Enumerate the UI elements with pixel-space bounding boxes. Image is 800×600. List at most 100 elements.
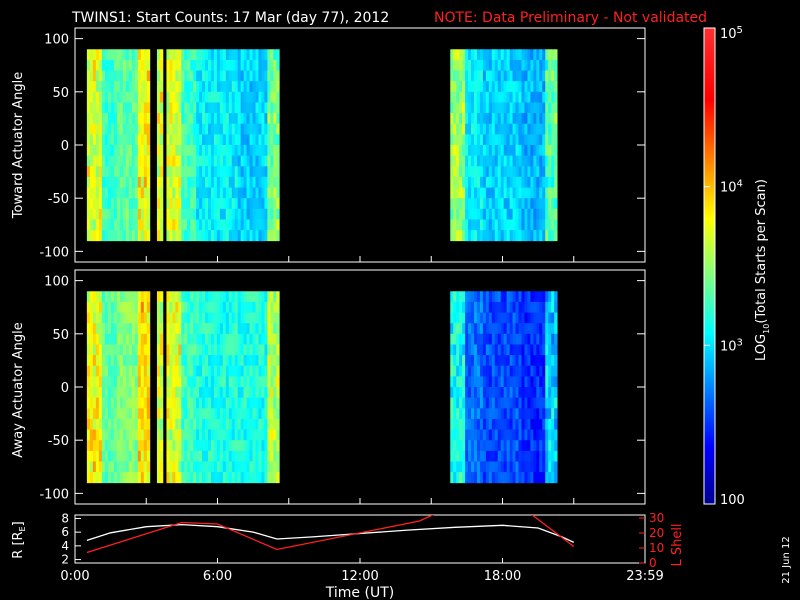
heatmap-cell [542, 291, 546, 303]
heatmap-cell [488, 397, 493, 409]
heatmap-cell [512, 429, 516, 441]
heatmap-cell [488, 59, 493, 71]
heatmap-cell [190, 397, 194, 409]
heatmap-cell [184, 219, 188, 231]
heatmap-cell [273, 176, 277, 188]
heatmap-cell [216, 450, 221, 462]
heatmap-cell [86, 187, 91, 199]
heatmap-cell [216, 81, 221, 93]
heatmap-cell [509, 49, 513, 61]
heatmap-cell [258, 344, 262, 356]
heatmap-cell [515, 344, 519, 356]
heatmap-cell [474, 418, 478, 430]
heatmap-cell [465, 472, 469, 484]
heatmap-cell [86, 70, 91, 82]
heatmap-cell [134, 102, 139, 114]
heatmap-cell [237, 70, 242, 82]
heatmap-cell [156, 461, 161, 473]
heatmap-cell [190, 187, 194, 199]
heatmap-cell [92, 113, 97, 125]
heatmap-cell [86, 376, 91, 388]
heatmap-cell [518, 230, 522, 242]
heatmap-cell [276, 166, 280, 178]
heatmap-cell [542, 59, 546, 71]
heatmap-cell [240, 323, 245, 335]
heatmap-cell [196, 123, 200, 135]
heatmap-cell [515, 49, 519, 61]
heatmap-cell [113, 187, 118, 199]
heatmap-cell [512, 91, 516, 103]
heatmap-cell [512, 134, 516, 146]
heatmap-cell [140, 166, 145, 178]
heatmap-cell [252, 187, 256, 199]
heatmap-cell [196, 333, 200, 345]
heatmap-cell [169, 429, 173, 441]
heatmap-cell [536, 230, 540, 242]
heatmap-cell [450, 208, 454, 220]
heatmap-cell [134, 355, 139, 367]
heatmap-cell [125, 333, 130, 345]
heatmap-cell [471, 219, 475, 231]
heatmap-cell [497, 344, 502, 356]
heatmap-cell [122, 155, 127, 167]
heatmap-cell [234, 113, 239, 125]
heatmap-cell [515, 70, 519, 82]
heatmap-cell [548, 418, 552, 430]
heatmap-cell [210, 387, 215, 399]
heatmap-cell [548, 291, 552, 303]
heatmap-cell [193, 155, 197, 167]
heatmap-cell [497, 230, 502, 242]
heatmap-cell [202, 70, 206, 82]
heatmap-cell [128, 472, 133, 484]
heatmap-cell [509, 155, 513, 167]
heatmap-cell [140, 365, 145, 377]
heatmap-cell [273, 81, 277, 93]
heatmap-cell [140, 291, 145, 303]
heatmap-cell [210, 333, 215, 345]
heatmap-cell [476, 355, 481, 367]
heatmap-cell [533, 323, 537, 335]
heatmap-cell [231, 145, 236, 157]
time-tick-label: 0:00 [60, 569, 89, 584]
heatmap-cell [497, 219, 502, 231]
heatmap-cell [276, 355, 280, 367]
heatmap-cell [506, 344, 511, 356]
heatmap-cell [491, 49, 496, 61]
heatmap-cell [462, 166, 466, 178]
heatmap-cell [213, 123, 218, 135]
heatmap-cell [471, 323, 475, 335]
heatmap-cell [465, 344, 469, 356]
heatmap-cell [222, 198, 227, 210]
heatmap-cell [190, 440, 194, 452]
heatmap-cell [258, 198, 262, 210]
heatmap-cell [199, 134, 203, 146]
heatmap-cell [485, 145, 490, 157]
heatmap-cell [193, 440, 197, 452]
heatmap-cell [172, 70, 176, 82]
heatmap-cell [261, 230, 265, 242]
heatmap-cell [122, 418, 127, 430]
heatmap-cell [267, 219, 271, 231]
heatmap-cell [482, 397, 487, 409]
heatmap-cell [468, 429, 472, 441]
heatmap-cell [225, 219, 230, 231]
heatmap-cell [503, 102, 508, 114]
heatmap-cell [234, 387, 239, 399]
heatmap-cell [506, 91, 511, 103]
heatmap-cell [202, 219, 206, 231]
heatmap-cell [219, 301, 224, 313]
heatmap-cell [545, 49, 549, 61]
heatmap-cell [453, 219, 457, 231]
heatmap-cell [491, 230, 496, 242]
time-tick-label: 12:00 [341, 569, 378, 584]
heatmap-cell [468, 70, 472, 82]
heatmap-cell [459, 355, 463, 367]
heatmap-cell [231, 376, 236, 388]
heatmap-cell [453, 187, 457, 199]
heatmap-cell [101, 333, 106, 345]
heatmap-cell [107, 123, 112, 135]
heatmap-cell [213, 49, 218, 61]
heatmap-cell [533, 397, 537, 409]
heatmap-cell [548, 198, 552, 210]
heatmap-cell [273, 440, 277, 452]
